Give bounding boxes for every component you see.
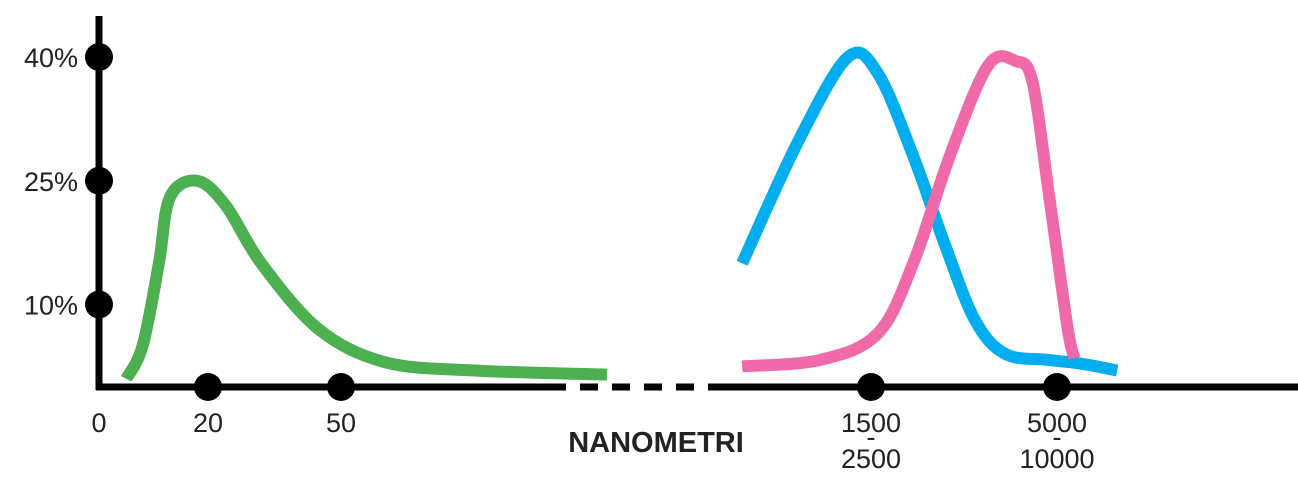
y-tick-label: 40% <box>24 43 78 73</box>
x-axis-title: NANOMETRI <box>568 427 744 459</box>
x-tick-marker <box>194 373 222 401</box>
x-tick-label: 0 <box>91 408 106 438</box>
x-tick-label: 5000-10000 <box>1019 408 1094 474</box>
marker-layer <box>85 43 1071 401</box>
x-tick-marker <box>1043 373 1071 401</box>
series-layer <box>120 46 1119 382</box>
y-tick-marker <box>85 290 113 319</box>
y-tick-label: 10% <box>24 291 78 321</box>
axes <box>95 16 1298 391</box>
x-tick-marker <box>327 373 355 401</box>
series-line-1 <box>120 174 608 382</box>
y-tick-marker <box>85 166 113 195</box>
label-layer: 10% 25% 40% 0 20 50 1500-2500 5000-10000 <box>24 43 1095 474</box>
y-tick-marker <box>85 43 113 71</box>
x-tick-marker <box>857 373 885 401</box>
x-tick-label: 20 <box>193 408 223 438</box>
series-line-3 <box>741 50 1081 373</box>
x-tick-label: 50 <box>326 408 356 438</box>
y-tick-label: 25% <box>24 167 78 197</box>
x-tick-label: 1500-2500 <box>841 408 901 474</box>
